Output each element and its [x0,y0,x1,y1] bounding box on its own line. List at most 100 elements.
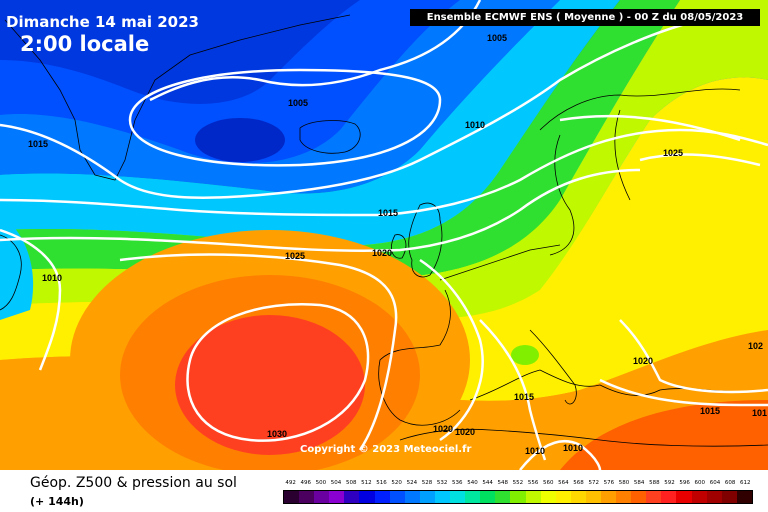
legend-swatch [525,491,541,503]
legend-swatch [495,491,511,503]
isobar-label: 1020 [372,248,392,258]
west-cyan-region [0,215,34,320]
legend-swatch [314,491,330,503]
legend-label: 600 [694,480,706,486]
south-red-region [560,400,768,470]
deep-low-core [0,0,360,104]
legend-label: 596 [679,480,690,486]
legend-swatch [600,491,617,503]
legend-swatch [616,491,632,503]
legend-label: 588 [649,480,660,486]
isobar-label: 1005 [487,33,507,43]
isobar-1015 [0,128,768,217]
isobar-label: 1020 [433,424,453,434]
labrador-coast [0,234,22,311]
legend-label: 516 [376,480,387,486]
isobar-1020-europe [419,258,484,442]
isobar-1025-ne [559,114,761,167]
legend-label: 528 [421,480,433,486]
isobar-1015-med [479,319,547,461]
isobars [0,0,768,470]
legend-swatch [389,491,405,503]
legend-label: 492 [285,480,296,486]
footer: Géop. Z500 & pression au sol (+ 144h) 49… [0,470,768,512]
legend-label: 556 [527,480,539,486]
forecast-hour: (+ 144h) [30,495,84,508]
legend-swatch [555,491,571,503]
isobar-label: 1015 [700,406,720,416]
legend-label: 548 [497,480,509,486]
legend-label: 500 [315,480,327,486]
legend-label: 604 [709,480,721,486]
legend-swatch [706,491,722,503]
legend-swatch [661,491,677,503]
isobar-1015-east [599,378,768,407]
legend-swatch [419,491,435,503]
green-band [0,0,680,279]
isobar-label: 101 [752,408,767,418]
legend-label: 608 [724,480,736,486]
isobar-label: 1010 [465,120,485,130]
uk-ireland-coast [391,202,443,278]
scandinavia-coast [539,88,741,256]
isobar-1010-north [0,18,701,200]
legend-swatch [691,491,707,503]
isobar-label: 1010 [525,446,545,456]
isobar-label: 102 [748,341,763,351]
isobar-label: 1015 [514,392,534,402]
legend-label: 592 [664,480,675,486]
yellowgreen-band [0,0,768,319]
isobar-1025-loop [119,253,398,451]
legend-swatch [344,491,360,503]
legend-label: 584 [633,480,645,486]
azores-high-inner [175,315,365,455]
model-banner: Ensemble ECMWF ENS ( Moyenne ) - 00 Z du… [410,9,760,26]
legend-swatch [631,491,647,503]
legend-swatch [510,491,526,503]
time-title: 2:00 locale [20,32,150,56]
legend-swatch [465,491,481,503]
legend-swatch [736,491,752,503]
italy-coast [529,329,577,405]
legend-label: 572 [588,480,599,486]
isobar-1005-north [149,0,482,102]
legend-swatch [676,491,692,503]
legend-swatch [570,491,586,503]
legend-label: 508 [345,480,357,486]
legend-swatch [374,491,390,503]
legend-label: 580 [618,480,630,486]
legend-label: 576 [603,480,615,486]
legend-swatch [585,491,601,503]
isobar-labels: 1005 1005 1010 1015 1015 1010 1020 1025 … [28,33,767,456]
isobar-label: 1010 [42,273,62,283]
product-title: Géop. Z500 & pression au sol [30,475,237,491]
isobar-1010-west [0,228,62,371]
date-title: Dimanche 14 mai 2023 [6,13,199,31]
isobar-label: 1025 [663,148,683,158]
isobar-label: 1015 [378,208,398,218]
legend-label: 524 [406,480,418,486]
isobar-label: 1030 [267,429,287,439]
isobar-1020-east [619,319,768,394]
legend-swatch [359,491,375,503]
legend-label: 504 [330,480,342,486]
legend-swatch [540,491,556,503]
alps-green-patch [511,345,539,365]
isobar-1030 [186,303,370,442]
legend-label: 564 [558,480,569,486]
isobar-label: 1020 [455,427,475,437]
legend-label: 612 [740,480,751,486]
legend-label: 560 [542,480,554,486]
isobar-label: 1010 [563,443,583,453]
legend-swatch [284,491,300,503]
legend-label: 544 [482,480,493,486]
copyright-text: Copyright © 2023 Meteociel.fr [300,444,472,455]
isobar-1005-ring [128,68,442,167]
legend-label: 496 [300,480,311,486]
legend-swatch [434,491,451,503]
legend-swatch [450,491,466,503]
weather-map: 1005 1005 1010 1015 1015 1010 1020 1025 … [0,0,768,470]
iceland-coast [299,120,361,154]
legend-label: 532 [436,480,448,486]
legend-label: 520 [391,480,402,486]
